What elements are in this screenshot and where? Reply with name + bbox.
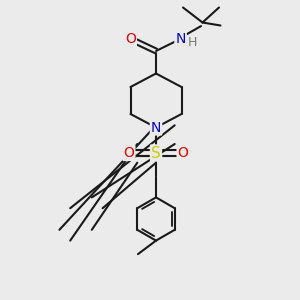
- Text: S: S: [151, 146, 161, 160]
- Text: O: O: [178, 146, 188, 160]
- Text: N: N: [176, 32, 186, 46]
- Text: H: H: [188, 36, 197, 49]
- Text: O: O: [124, 146, 134, 160]
- Text: O: O: [125, 32, 136, 46]
- Text: N: N: [151, 121, 161, 134]
